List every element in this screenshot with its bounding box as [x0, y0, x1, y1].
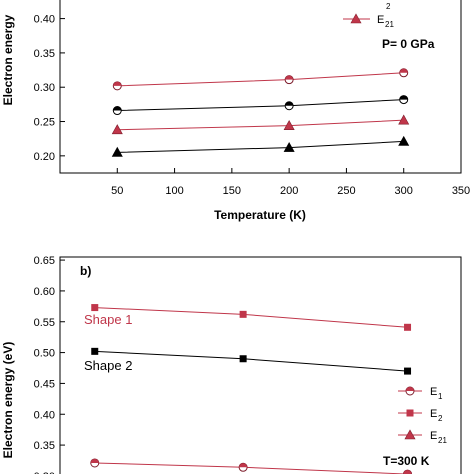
panel-a-series-3-point: [111, 146, 123, 157]
legend-b-1-sub: 2: [438, 414, 443, 423]
panel-b-ytick-label: 0.30: [34, 471, 55, 474]
panel-a-ytick-label: 0.25: [34, 117, 55, 129]
panel-a-xtick-label: 50: [111, 185, 123, 197]
panel-a-xtick-label: 200: [280, 185, 298, 197]
panel-b-frame: [59, 256, 462, 474]
panel-b-series-1-point: [404, 367, 412, 375]
panel-a-frame: [59, 0, 462, 174]
panel-a-ytick-label: 0.40: [34, 14, 55, 26]
panel-a-xlabel: Temperature (K): [214, 208, 306, 222]
legend-a-label: E: [377, 14, 384, 26]
panel-b: 0.30 0.35 0.40 0.45 0.50 0.55 0.60 0.65 b) Elec…: [1, 255, 462, 474]
legend-b-2-sub: 21: [438, 436, 447, 445]
shape1-label: Shape 1: [84, 312, 132, 327]
legend-b-1-label: E: [430, 408, 437, 420]
panel-b-ytick-label: 0.50: [34, 348, 55, 360]
legend-b-0-marker: [405, 386, 415, 396]
legend-b-2-marker: [404, 429, 416, 440]
panel-a-legend: E 21 2: [343, 2, 394, 29]
legend-a-triangle-marker: [350, 13, 362, 24]
panel-a-series-2-point: [398, 114, 410, 125]
panel-a-xtick-label: 350: [452, 185, 470, 197]
panel-b-ytick-label: 0.55: [34, 317, 55, 329]
panel-b-legend: E 1E 2E 21: [398, 386, 447, 445]
panel-b-ytick-label: 0.65: [34, 255, 55, 267]
panel-a-series-2-line: [117, 119, 404, 131]
legend-a-sub: 21: [385, 20, 394, 29]
panel-b-series-1-point: [239, 355, 247, 363]
panel-a-series-1-point: [112, 106, 122, 116]
panel-b-series-2-point: [90, 458, 100, 468]
panel-b-ylabel: Electron energy (eV): [1, 342, 15, 459]
panel-b-ytick-label: 0.45: [34, 378, 55, 390]
panel-a-series-1-point: [284, 101, 294, 111]
panel-a-series-3-point: [398, 135, 410, 146]
panel-b-series-0-point: [91, 304, 99, 312]
panel-b-series-1-point: [91, 347, 99, 355]
panel-a-xtick-label: 300: [395, 185, 413, 197]
panel-a-series-0-point: [112, 81, 122, 91]
panel-a-series-3-line: [117, 140, 404, 153]
panel-b-label: b): [80, 264, 91, 278]
panel-b-series-1-line: [94, 350, 408, 372]
panel-a-series-2-point: [283, 120, 295, 130]
panel-b-ytick-label: 0.60: [34, 286, 55, 298]
panel-b-series-2-point: [403, 469, 413, 474]
panel-a-series-3-point: [283, 141, 295, 152]
panel-a-xtick-label: 150: [223, 185, 241, 197]
shape2-label: Shape 2: [84, 358, 132, 373]
legend-b-0-label: E: [430, 386, 437, 398]
panel-a-ytick-label: 0.30: [34, 82, 55, 94]
panel-b-ytick-label: 0.35: [34, 440, 55, 452]
panel-a-series-0-point: [284, 75, 294, 85]
panel-a-ytick-label: 0.20: [34, 151, 55, 163]
panel-a-xtick-label: 250: [337, 185, 355, 197]
legend-b-2-label: E: [430, 430, 437, 442]
panel-a-series-1-point: [399, 95, 409, 105]
panel-a-series-0-line: [117, 72, 404, 87]
panel-b-annotation: T=300 K: [383, 454, 430, 468]
panel-a-series-2-point: [111, 124, 123, 135]
panel-b-series-2-point: [238, 462, 248, 472]
panel-a-ytick-label: 0.35: [34, 48, 55, 60]
panel-b-series-0-point: [404, 323, 412, 331]
panel-b-series-2-line: [94, 462, 408, 474]
panel-a-xtick-label: 100: [165, 185, 183, 197]
panel-a-ylabel: Electron energy: [1, 14, 15, 105]
legend-b-0-sub: 1: [438, 392, 443, 401]
panel-b-series-0-point: [239, 310, 247, 318]
legend-b-1-marker: [406, 409, 414, 417]
panel-a-series-1-line: [117, 99, 404, 112]
legend-a-sup: 2: [386, 2, 391, 11]
panel-b-series-0-line: [94, 307, 408, 328]
panel-b-ytick-label: 0.40: [34, 409, 55, 421]
panel-a: 0.20 0.25 0.30 0.35 0.40 50 100 150 200 250 300 35…: [1, 0, 470, 222]
panel-a-annotation: P= 0 GPa: [382, 37, 435, 51]
panel-a-series-0-point: [399, 68, 409, 78]
